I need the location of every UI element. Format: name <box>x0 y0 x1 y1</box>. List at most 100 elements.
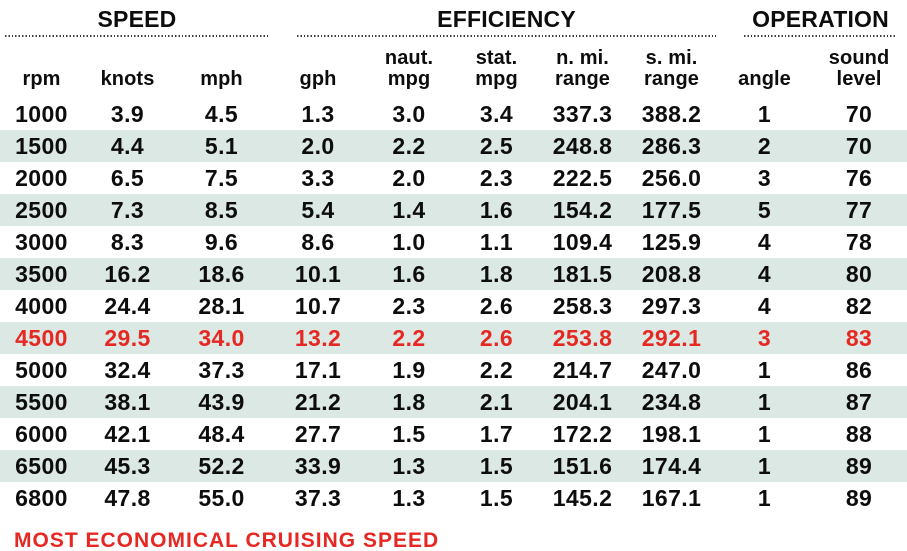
table-row: 2500 7.3 8.5 5.4 1.4 1.6 154.2 177.5 5 7… <box>0 194 907 226</box>
cell-gph: 10.1 <box>271 258 366 290</box>
cell-gph: 33.9 <box>271 450 366 482</box>
cell-stat-mpg: 2.5 <box>453 130 541 162</box>
dotted-rule <box>297 35 717 37</box>
cell-gph: 10.7 <box>294 293 342 319</box>
cell-mph: 37.3 <box>198 357 245 383</box>
cell-naut-mpg: 3.0 <box>392 101 426 127</box>
cell-stat-mpg: 1.7 <box>479 421 514 447</box>
cell-gph: 13.2 <box>271 322 366 354</box>
cell-gph: 5.4 <box>271 194 366 226</box>
table-row: 1500 4.4 5.1 2.0 2.2 2.5 248.8 286.3 2 7… <box>0 130 907 162</box>
table-row: 6500 45.3 52.2 33.9 1.3 1.5 151.6 174.4 … <box>0 450 907 482</box>
cell-angle: 4 <box>718 258 812 290</box>
section-title-speed: SPEED <box>97 6 177 32</box>
cell-angle: 5 <box>718 194 812 226</box>
cell-sound-level: 76 <box>845 165 873 191</box>
cell-n-mi-range: 172.2 <box>552 421 613 447</box>
cell-angle: 2 <box>718 130 812 162</box>
cell-stat-mpg: 2.3 <box>479 165 514 191</box>
cell-stat-mpg: 1.5 <box>479 485 514 511</box>
cell-s-mi-range: 247.0 <box>641 357 702 383</box>
column-header-angle: angle <box>738 68 791 90</box>
cell-mph: 8.5 <box>172 194 272 226</box>
cell-s-mi-range: 292.1 <box>625 322 719 354</box>
cell-n-mi-range: 222.5 <box>552 165 613 191</box>
cell-sound-level: 70 <box>811 130 907 162</box>
cell-stat-mpg: 3.4 <box>479 101 514 127</box>
cell-naut-mpg: 1.0 <box>392 229 426 255</box>
cell-rpm: 5000 <box>15 357 68 383</box>
cell-mph: 43.9 <box>172 386 272 418</box>
cell-s-mi-range: 388.2 <box>641 101 702 127</box>
cell-stat-mpg: 1.5 <box>453 450 541 482</box>
cell-naut-mpg: 1.8 <box>365 386 454 418</box>
cell-naut-mpg: 2.2 <box>365 130 454 162</box>
cell-angle: 3 <box>757 165 772 191</box>
table-row: 3500 16.2 18.6 10.1 1.6 1.8 181.5 208.8 … <box>0 258 907 290</box>
column-header-s-mi-range: s. mi. range <box>644 47 699 90</box>
cell-stat-mpg: 2.6 <box>479 293 514 319</box>
cell-naut-mpg: 1.5 <box>392 421 426 447</box>
cell-sound-level: 70 <box>845 101 873 127</box>
cell-sound-level: 87 <box>811 386 907 418</box>
cell-rpm: 4000 <box>15 293 68 319</box>
cell-stat-mpg: 1.6 <box>453 194 541 226</box>
table-row: 2000 6.5 7.5 3.3 2.0 2.3 222.5 256.0 3 7… <box>0 162 907 194</box>
cell-mph: 52.2 <box>172 450 272 482</box>
cell-angle: 1 <box>757 485 772 511</box>
section-title-operation: OPERATION <box>752 6 889 32</box>
cell-n-mi-range: 253.8 <box>540 322 626 354</box>
table-row-highlighted: 4500 29.5 34.0 13.2 2.2 2.6 253.8 292.1 … <box>0 322 907 354</box>
cell-mph: 34.0 <box>172 322 272 354</box>
table-row: 3000 8.3 9.6 8.6 1.0 1.1 109.4 125.9 4 7… <box>0 226 907 258</box>
cell-naut-mpg: 1.9 <box>392 357 426 383</box>
section-title-efficiency: EFFICIENCY <box>437 6 576 32</box>
cell-knots: 8.3 <box>110 229 145 255</box>
cell-naut-mpg: 2.0 <box>392 165 426 191</box>
cell-stat-mpg: 2.2 <box>479 357 514 383</box>
cell-naut-mpg: 2.2 <box>365 322 454 354</box>
footnote-most-economical: MOST ECONOMICAL CRUISING SPEED <box>14 529 440 551</box>
cell-gph: 37.3 <box>294 485 342 511</box>
cell-knots: 16.2 <box>83 258 172 290</box>
column-header-sound-level: sound level <box>828 47 890 90</box>
cell-stat-mpg: 1.1 <box>479 229 514 255</box>
cell-knots: 24.4 <box>104 293 151 319</box>
cell-angle: 3 <box>718 322 812 354</box>
cell-mph: 9.6 <box>204 229 239 255</box>
cell-s-mi-range: 167.1 <box>641 485 702 511</box>
column-header-naut-mpg: naut. mpg <box>384 47 434 90</box>
cell-n-mi-range: 258.3 <box>552 293 613 319</box>
performance-table: SPEED EFFICIENCY OPERATION <box>0 0 907 511</box>
table-row: 5000 32.4 37.3 17.1 1.9 2.2 214.7 247.0 … <box>0 354 907 386</box>
cell-n-mi-range: 154.2 <box>540 194 626 226</box>
cell-angle: 4 <box>757 293 772 319</box>
cell-gph: 21.2 <box>271 386 366 418</box>
cell-gph: 2.0 <box>271 130 366 162</box>
cell-n-mi-range: 204.1 <box>540 386 626 418</box>
cell-gph: 1.3 <box>301 101 335 127</box>
section-title-row: SPEED EFFICIENCY OPERATION <box>0 0 907 37</box>
cell-naut-mpg: 1.3 <box>365 450 454 482</box>
cell-naut-mpg: 1.4 <box>365 194 454 226</box>
table-row: 6000 42.1 48.4 27.7 1.5 1.7 172.2 198.1 … <box>0 418 907 450</box>
cell-rpm: 2000 <box>15 165 68 191</box>
cell-mph: 18.6 <box>172 258 272 290</box>
cell-n-mi-range: 214.7 <box>552 357 613 383</box>
cell-angle: 1 <box>757 421 772 447</box>
cell-rpm: 2500 <box>0 194 83 226</box>
cell-knots: 7.3 <box>83 194 172 226</box>
cell-knots: 6.5 <box>110 165 145 191</box>
cell-knots: 47.8 <box>104 485 151 511</box>
cell-naut-mpg: 1.3 <box>392 485 426 511</box>
cell-rpm: 3500 <box>0 258 83 290</box>
section-efficiency: EFFICIENCY <box>271 0 718 37</box>
cell-s-mi-range: 256.0 <box>641 165 702 191</box>
cell-sound-level: 86 <box>845 357 873 383</box>
cell-gph: 3.3 <box>301 165 335 191</box>
cell-rpm: 5500 <box>0 386 83 418</box>
cell-s-mi-range: 286.3 <box>625 130 719 162</box>
cell-knots: 32.4 <box>104 357 151 383</box>
cell-n-mi-range: 109.4 <box>552 229 613 255</box>
